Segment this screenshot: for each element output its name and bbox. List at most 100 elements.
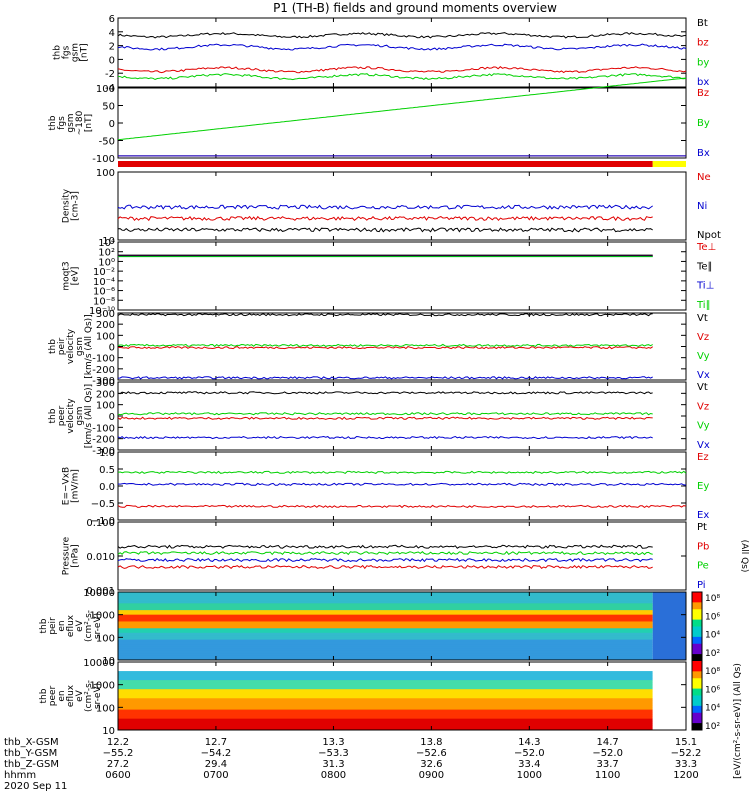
spectrogram-band bbox=[118, 711, 653, 715]
xaxis-value: −53.3 bbox=[318, 748, 349, 759]
spectrogram-band bbox=[118, 718, 653, 722]
legend-entry: Bz bbox=[697, 88, 709, 99]
legend-entry: Vx bbox=[697, 440, 710, 451]
colorbar-step bbox=[692, 650, 702, 655]
colorbar-tick-label: 10² bbox=[705, 649, 720, 659]
ylabel-line: [nT] bbox=[84, 114, 94, 132]
y-tick-label: 0.001 bbox=[86, 586, 115, 597]
y-tick-label: 1000 bbox=[90, 681, 115, 692]
colorbar-step bbox=[692, 716, 702, 721]
fgs_gsm-series bbox=[117, 32, 687, 81]
colorbar-label: [eV/(cm²-s-sr-eV)] (All Qs) bbox=[733, 663, 743, 779]
y-tick-label: 0 bbox=[109, 412, 115, 423]
ylabel-line: (cm²-s- bbox=[84, 610, 94, 642]
spectrogram-band bbox=[118, 639, 653, 643]
xaxis-value: −52.2 bbox=[671, 748, 702, 759]
spectrogram-band bbox=[118, 696, 653, 699]
spectrogram-band bbox=[118, 689, 653, 692]
y-tick-label: 10000 bbox=[83, 658, 115, 669]
fgs_gsm-frame bbox=[117, 17, 687, 88]
xaxis-value: 1100 bbox=[595, 770, 620, 781]
ylabel-line: [nPa] bbox=[71, 544, 81, 567]
colorbar-tick-label: 10⁴ bbox=[705, 631, 720, 641]
xaxis-value: 33.7 bbox=[597, 759, 619, 770]
peer_velocity-ylabel: thb peer velocity gsm [km/s (All Qs)] bbox=[48, 384, 94, 448]
series-line bbox=[117, 557, 653, 563]
spectrogram-band bbox=[118, 668, 653, 672]
spectrogram-band bbox=[118, 684, 653, 688]
y-tick-label: 50 bbox=[102, 102, 115, 113]
spectrogram-band bbox=[652, 662, 686, 730]
series-line bbox=[117, 564, 653, 570]
ylabel-line: sr-eV) bbox=[93, 683, 103, 709]
y-tick-label: 100 bbox=[96, 168, 115, 179]
spectrogram-band bbox=[118, 693, 653, 697]
spectrogram-band bbox=[118, 598, 653, 602]
y-tick-label: 100 bbox=[96, 633, 115, 644]
y-tick-label: -50 bbox=[99, 137, 115, 148]
legend-entry: Pi bbox=[697, 580, 706, 591]
peir_velocity-ylabel: thb peir velocity gsm [km/s (All Qs)] bbox=[48, 314, 94, 378]
ylabel-line: peer bbox=[48, 685, 58, 706]
colorbar-step bbox=[692, 685, 702, 690]
spectrogram-band bbox=[118, 614, 653, 618]
colorbar-tick-label: 10⁶ bbox=[705, 685, 720, 695]
spectrogram-band bbox=[118, 698, 653, 702]
legend-entry: Pe bbox=[697, 561, 709, 572]
y-tick-label: 10⁻⁶ bbox=[93, 287, 115, 298]
spectrogram-band bbox=[118, 720, 653, 724]
colorbar-tick-label: 10⁸ bbox=[705, 667, 720, 677]
ylabel-line: eflux bbox=[66, 614, 76, 637]
colorbar-step bbox=[692, 609, 702, 614]
spectrogram-band bbox=[118, 664, 653, 668]
legend-entry: Pb bbox=[697, 541, 709, 552]
spectrogram-band bbox=[118, 596, 653, 600]
series-line bbox=[117, 77, 687, 141]
legend-entry: Bx bbox=[697, 148, 710, 159]
colorbar-step bbox=[692, 664, 702, 669]
colorbar-step bbox=[692, 636, 702, 641]
ylabel-line: peir bbox=[48, 617, 58, 635]
spectrogram-band bbox=[118, 653, 653, 656]
colorbar-tick-label: 10⁶ bbox=[705, 612, 720, 622]
pressure-ylabel: Pressure [nPa] bbox=[62, 536, 81, 575]
ylabel-line: [nT] bbox=[80, 43, 90, 61]
xaxis-value: 13.3 bbox=[322, 737, 344, 748]
spectrogram-band bbox=[118, 675, 653, 679]
spectrogram-band bbox=[118, 605, 653, 609]
ylabel-line: thb bbox=[39, 618, 49, 633]
mode-flag-segment bbox=[652, 161, 686, 167]
y-tick-label: 0.0 bbox=[99, 482, 115, 493]
y-tick-label: 6 bbox=[109, 14, 115, 25]
legend-entry: Vy bbox=[697, 421, 710, 432]
ylabel-line: Density bbox=[62, 188, 72, 223]
xaxis-value: 0900 bbox=[419, 770, 444, 781]
colorbar-step bbox=[692, 612, 702, 617]
legend-entry: Ti∥ bbox=[696, 300, 711, 311]
efield-frame bbox=[117, 451, 687, 521]
colorbar-step bbox=[692, 619, 702, 624]
colorbar-step bbox=[692, 654, 702, 659]
series-line bbox=[117, 66, 687, 74]
spectrogram-band bbox=[118, 648, 653, 652]
series-line bbox=[117, 343, 653, 348]
xaxis-row-label: thb_Y-GSM bbox=[4, 748, 57, 759]
xaxis-value: 0700 bbox=[203, 770, 228, 781]
y-tick-label: 200 bbox=[96, 389, 115, 400]
chart-title: P1 (TH-B) fields and ground moments over… bbox=[273, 1, 557, 15]
spectrogram-band bbox=[118, 716, 653, 720]
colorbar-tick-label: 10⁴ bbox=[705, 704, 720, 714]
y-tick-label: -4 bbox=[105, 83, 115, 94]
series-line bbox=[117, 32, 687, 39]
series-line bbox=[117, 482, 687, 486]
series-line bbox=[117, 43, 687, 51]
spectrogram-band bbox=[118, 610, 653, 613]
legend-entry: Te∥ bbox=[696, 261, 713, 272]
y-tick-label: 10 bbox=[102, 656, 115, 667]
y-tick-label: 10⁰ bbox=[98, 257, 115, 268]
y-tick-label: -100 bbox=[92, 154, 115, 165]
legend-entry: bz bbox=[697, 38, 709, 49]
xaxis-row-label: thb_X-GSM bbox=[4, 737, 59, 748]
legend-entry: Pt bbox=[697, 522, 707, 533]
